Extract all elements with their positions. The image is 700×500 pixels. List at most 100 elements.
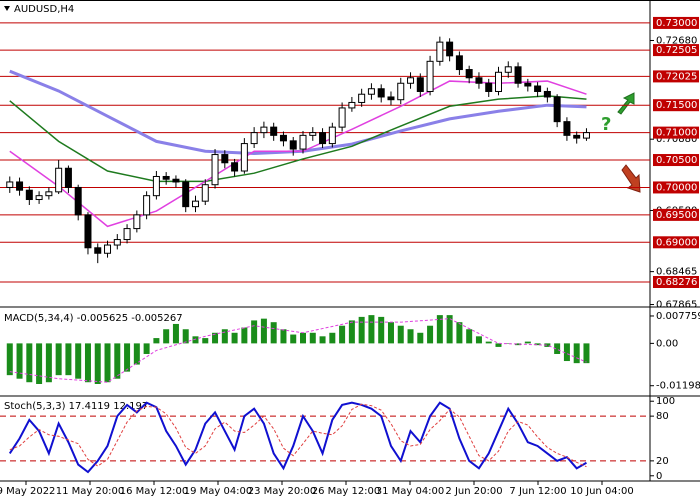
level-label-box: [653, 208, 699, 221]
symbol-icon: [4, 6, 10, 11]
macd-bar: [495, 343, 502, 347]
level-label-box: [653, 70, 699, 83]
macd-bar: [427, 325, 434, 344]
macd-title: MACD(5,34,4): [4, 313, 74, 324]
y-tick-label: 0.70880: [656, 134, 697, 145]
macd-bar: [554, 343, 561, 354]
candle-body: [543, 90, 551, 98]
y-tick-label: 0.007759: [656, 311, 700, 322]
macd-value: -0.005625: [77, 313, 128, 324]
candle-body: [573, 134, 581, 139]
candle-body: [553, 96, 561, 123]
candle-body: [358, 93, 366, 103]
candle-body: [524, 82, 532, 87]
level-label: 0.72505: [656, 45, 697, 56]
macd-bar: [55, 343, 62, 376]
candle-body: [377, 88, 385, 98]
candle-body: [55, 167, 63, 193]
candle-body: [172, 178, 180, 183]
y-tick-label: 100: [656, 396, 675, 407]
y-tick-label: 0.72680: [656, 35, 697, 46]
candle-body: [397, 82, 405, 101]
level-label: 0.69000: [656, 237, 697, 248]
macd-bar: [339, 325, 346, 344]
macd-bar: [45, 343, 52, 383]
macd-bar: [378, 316, 385, 344]
candle-body: [123, 228, 131, 241]
macd-bar: [300, 332, 307, 344]
candle-body: [35, 195, 43, 201]
k-value: 17.4119: [69, 401, 110, 412]
series-line: [9, 403, 587, 468]
y-tick-label: 80: [656, 411, 669, 422]
macd-bar: [309, 332, 316, 344]
macd-bar: [583, 343, 590, 364]
candle-body: [104, 244, 112, 254]
macd-bar: [397, 325, 404, 344]
macd-header: MACD(5,34,4) -0.005625 -0.005267: [4, 313, 183, 324]
candle-body: [309, 132, 317, 136]
candle-body: [113, 239, 121, 246]
main-title: AUDUSD,H4: [14, 4, 74, 15]
candle-body: [201, 184, 209, 202]
candle-body: [84, 214, 92, 249]
candle-body: [45, 191, 53, 197]
candle-body: [6, 181, 14, 188]
level-label: 0.70500: [656, 155, 697, 166]
candle-body: [436, 41, 444, 62]
candle-body: [240, 143, 248, 172]
macd-bar: [485, 341, 492, 344]
level-label: 0.70000: [656, 182, 697, 193]
candle-body: [465, 69, 473, 79]
macd-bar: [573, 343, 580, 364]
macd-bar: [192, 336, 199, 344]
x-tick-label: 10 Jun 04:00: [570, 486, 634, 497]
candle-body: [338, 107, 346, 128]
level-label: 0.69500: [656, 210, 697, 221]
x-tick-label: 16 May 12:00: [120, 486, 189, 497]
x-tick-label: 2 Jun 20:00: [445, 486, 502, 497]
y-tick-label: 20: [656, 456, 669, 467]
candle-body: [221, 154, 229, 164]
x-tick-label: 31 May 04:00: [376, 486, 445, 497]
macd-bar: [534, 343, 541, 346]
y-tick-label: 0.67865: [656, 300, 697, 311]
macd-bar: [387, 322, 394, 344]
x-tick-label: 26 May 12:00: [312, 486, 381, 497]
candle-body: [504, 66, 512, 73]
level-label-box: [653, 16, 699, 29]
level-label-box: [653, 275, 699, 288]
candle-body: [260, 126, 268, 134]
x-tick-label: 19 May 04:00: [184, 486, 253, 497]
level-label-box: [653, 154, 699, 167]
level-label-box: [653, 126, 699, 139]
candle-body: [416, 77, 424, 92]
y-tick-label: 0: [656, 471, 662, 482]
macd-bar: [436, 315, 443, 344]
level-label: 0.68276: [656, 277, 697, 288]
macd-bar: [221, 329, 228, 344]
candle-body: [475, 77, 483, 84]
candle-body: [94, 247, 102, 254]
level-label-box: [653, 99, 699, 112]
series-line: [9, 318, 587, 383]
macd-bar: [348, 320, 355, 344]
candle-body: [426, 60, 434, 92]
macd-bar: [563, 343, 570, 362]
macd-bar: [36, 343, 43, 384]
candle-body: [64, 167, 72, 188]
candle-body: [133, 214, 141, 230]
macd-bar: [290, 334, 297, 344]
macd-bar: [280, 329, 287, 344]
candle-body: [494, 71, 502, 92]
candle-body: [299, 134, 307, 150]
macd-bar: [270, 322, 277, 344]
macd-bar: [319, 336, 326, 344]
macd-bar: [182, 329, 189, 344]
y-tick-label: -0.011987: [656, 381, 700, 392]
macd-bar: [202, 338, 209, 344]
stoch-title: Stoch(5,3,3): [4, 401, 66, 412]
macd-bar: [153, 338, 160, 344]
candle-body: [367, 88, 375, 95]
